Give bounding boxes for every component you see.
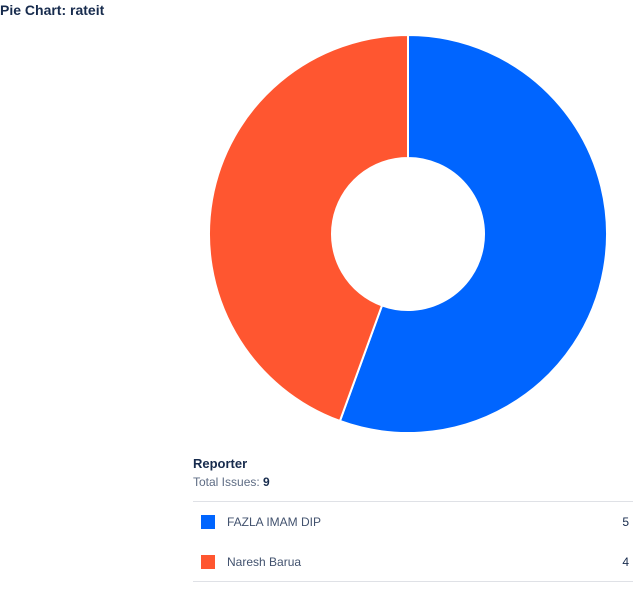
pie-slice-naresh-barua[interactable] bbox=[207, 33, 409, 423]
legend-count: 5 bbox=[622, 514, 629, 529]
total-issues: Total Issues: 9 bbox=[193, 474, 633, 490]
legend-label[interactable]: Naresh Barua bbox=[227, 554, 302, 569]
pie-slice-fazla-imam-dip[interactable] bbox=[338, 33, 608, 434]
legend-heading: Reporter bbox=[193, 456, 248, 471]
legend-label[interactable]: FAZLA IMAM DIP bbox=[227, 514, 322, 529]
legend-row-naresh[interactable]: Naresh Barua 4 bbox=[193, 541, 633, 581]
chart-summary: Reporter Total Issues: 9 FAZLA IMAM DIP … bbox=[193, 456, 633, 582]
legend-swatch bbox=[201, 514, 215, 529]
donut-chart bbox=[207, 33, 608, 434]
legend-swatch bbox=[201, 554, 215, 569]
legend-table: FAZLA IMAM DIP 5 Naresh Barua 4 bbox=[193, 501, 633, 582]
total-label: Total Issues: bbox=[193, 475, 260, 489]
legend-row-fazla[interactable]: FAZLA IMAM DIP 5 bbox=[193, 502, 633, 541]
legend-count: 4 bbox=[622, 554, 629, 569]
total-value: 9 bbox=[263, 475, 270, 489]
chart-title: Pie Chart: rateit bbox=[0, 2, 105, 18]
